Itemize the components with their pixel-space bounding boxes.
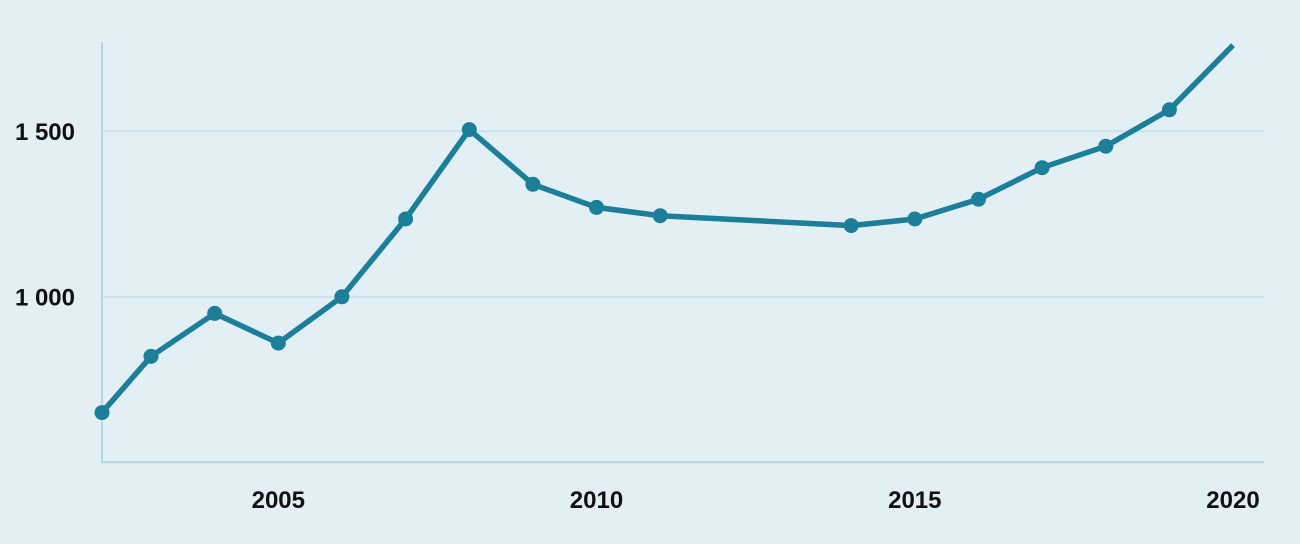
data-point-2004[interactable]: [207, 305, 223, 321]
data-point-2016[interactable]: [971, 191, 986, 207]
data-point-2003[interactable]: [143, 348, 159, 364]
y-tick-label-1000: 1 000: [15, 284, 75, 311]
data-point-2010[interactable]: [589, 199, 604, 215]
data-point-2002[interactable]: [94, 405, 110, 421]
data-point-2014[interactable]: [843, 218, 859, 234]
data-point-2019[interactable]: [1161, 102, 1177, 118]
y-tick-label-1500: 1 500: [15, 119, 75, 146]
series-line: [99, 43, 1235, 415]
x-tick-label-2010: 2010: [570, 487, 623, 514]
x-tick-label-2005: 2005: [252, 487, 305, 514]
x-tick-label-2015: 2015: [888, 487, 941, 514]
data-point-2006[interactable]: [334, 289, 350, 305]
data-point-2011[interactable]: [652, 208, 668, 224]
data-point-2008[interactable]: [461, 122, 477, 138]
data-point-2017[interactable]: [1034, 160, 1050, 176]
data-point-2018[interactable]: [1098, 138, 1114, 154]
data-point-2005[interactable]: [270, 335, 286, 351]
data-point-2009[interactable]: [525, 176, 541, 192]
data-point-2015[interactable]: [907, 211, 923, 227]
x-tick-label-2020: 2020: [1206, 487, 1259, 514]
data-point-2007[interactable]: [398, 211, 414, 227]
